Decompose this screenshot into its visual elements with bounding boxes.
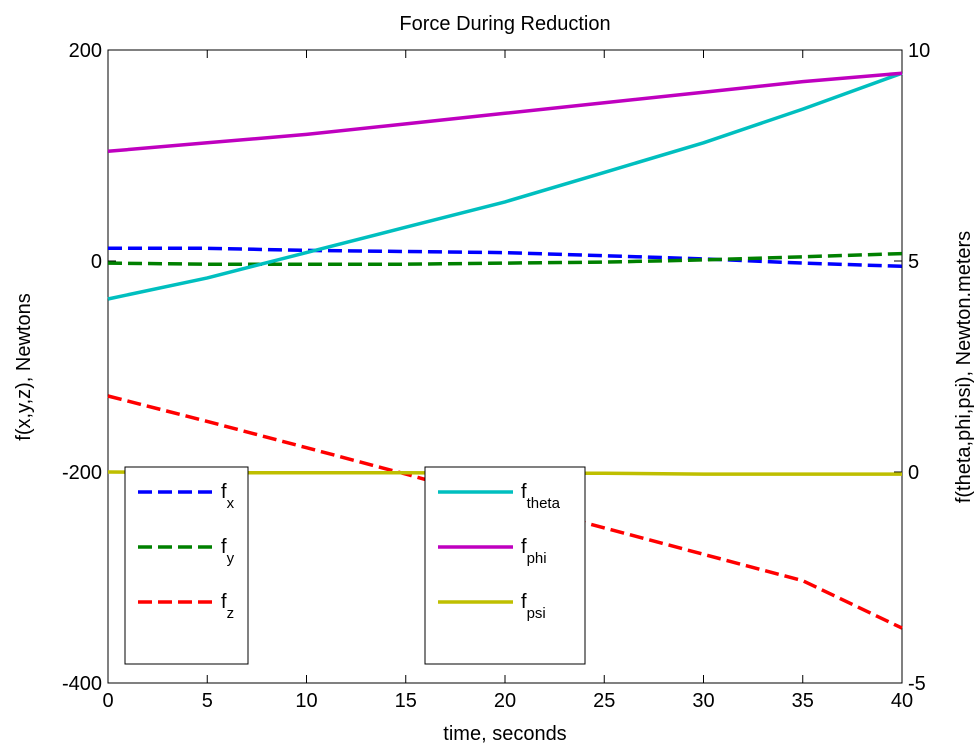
x-tick-label: 15 — [395, 690, 417, 712]
legend-label-main: f — [221, 591, 227, 613]
legend-label-subscript: y — [227, 550, 235, 567]
legend-label-f-z: fz — [221, 591, 234, 622]
legend-label-subscript: theta — [527, 495, 561, 512]
x-tick-label: 40 — [891, 690, 913, 712]
legend-label-main: f — [521, 536, 527, 558]
y-right-tick-label: -5 — [908, 673, 926, 695]
x-axis-ticks: 0 5 10 15 20 25 30 35 40 — [102, 50, 913, 712]
legend-label-subscript: phi — [527, 550, 547, 567]
legend-left-box — [124, 466, 249, 665]
y-right-tick-label: 0 — [908, 462, 919, 484]
y-left-tick-label: 0 — [91, 251, 102, 273]
y-axis-right-ticks: -5 0 5 10 — [894, 40, 930, 695]
legend-label-subscript: z — [227, 605, 235, 622]
x-tick-label: 0 — [102, 690, 113, 712]
legend-label-main: f — [521, 481, 527, 503]
x-tick-label: 10 — [295, 690, 317, 712]
y-right-tick-label: 10 — [908, 40, 930, 62]
y-left-tick-label: 200 — [69, 40, 102, 62]
legend-label-f-psi: fpsi — [521, 591, 546, 622]
y-axis-left-ticks: -400 -200 0 200 — [62, 40, 116, 695]
x-tick-label: 5 — [202, 690, 213, 712]
legend-right-box — [424, 466, 586, 665]
y-right-tick-label: 5 — [908, 251, 919, 273]
x-axis-label: time, seconds — [443, 723, 566, 745]
y-axis-label-left: f(x,y,z), Newtons — [13, 293, 35, 440]
legend-label-subscript: x — [227, 495, 235, 512]
x-tick-label: 25 — [593, 690, 615, 712]
legend-label-subscript: psi — [527, 605, 546, 622]
legend-label-main: f — [521, 591, 527, 613]
x-tick-label: 20 — [494, 690, 516, 712]
legend-label-main: f — [221, 481, 227, 503]
chart-title: Force During Reduction — [399, 13, 610, 35]
y-left-tick-label: -400 — [62, 673, 102, 695]
series-line-f-y — [107, 251, 903, 266]
legend-label-f-phi: fphi — [521, 536, 547, 567]
series-line-f-phi — [107, 71, 903, 154]
legend-label-f-x: fx — [221, 481, 235, 512]
series-line-f-theta — [107, 71, 903, 301]
x-tick-label: 30 — [692, 690, 714, 712]
y-axis-label-right: f(theta,phi,psi), Newton.meters — [953, 231, 975, 503]
legend-label-f-y: fy — [221, 536, 235, 567]
legend-label-f-theta: ftheta — [521, 481, 561, 512]
series-line-f-x — [108, 246, 903, 269]
x-tick-label: 35 — [792, 690, 814, 712]
legend-label-main: f — [221, 536, 227, 558]
y-left-tick-label: -200 — [62, 462, 102, 484]
